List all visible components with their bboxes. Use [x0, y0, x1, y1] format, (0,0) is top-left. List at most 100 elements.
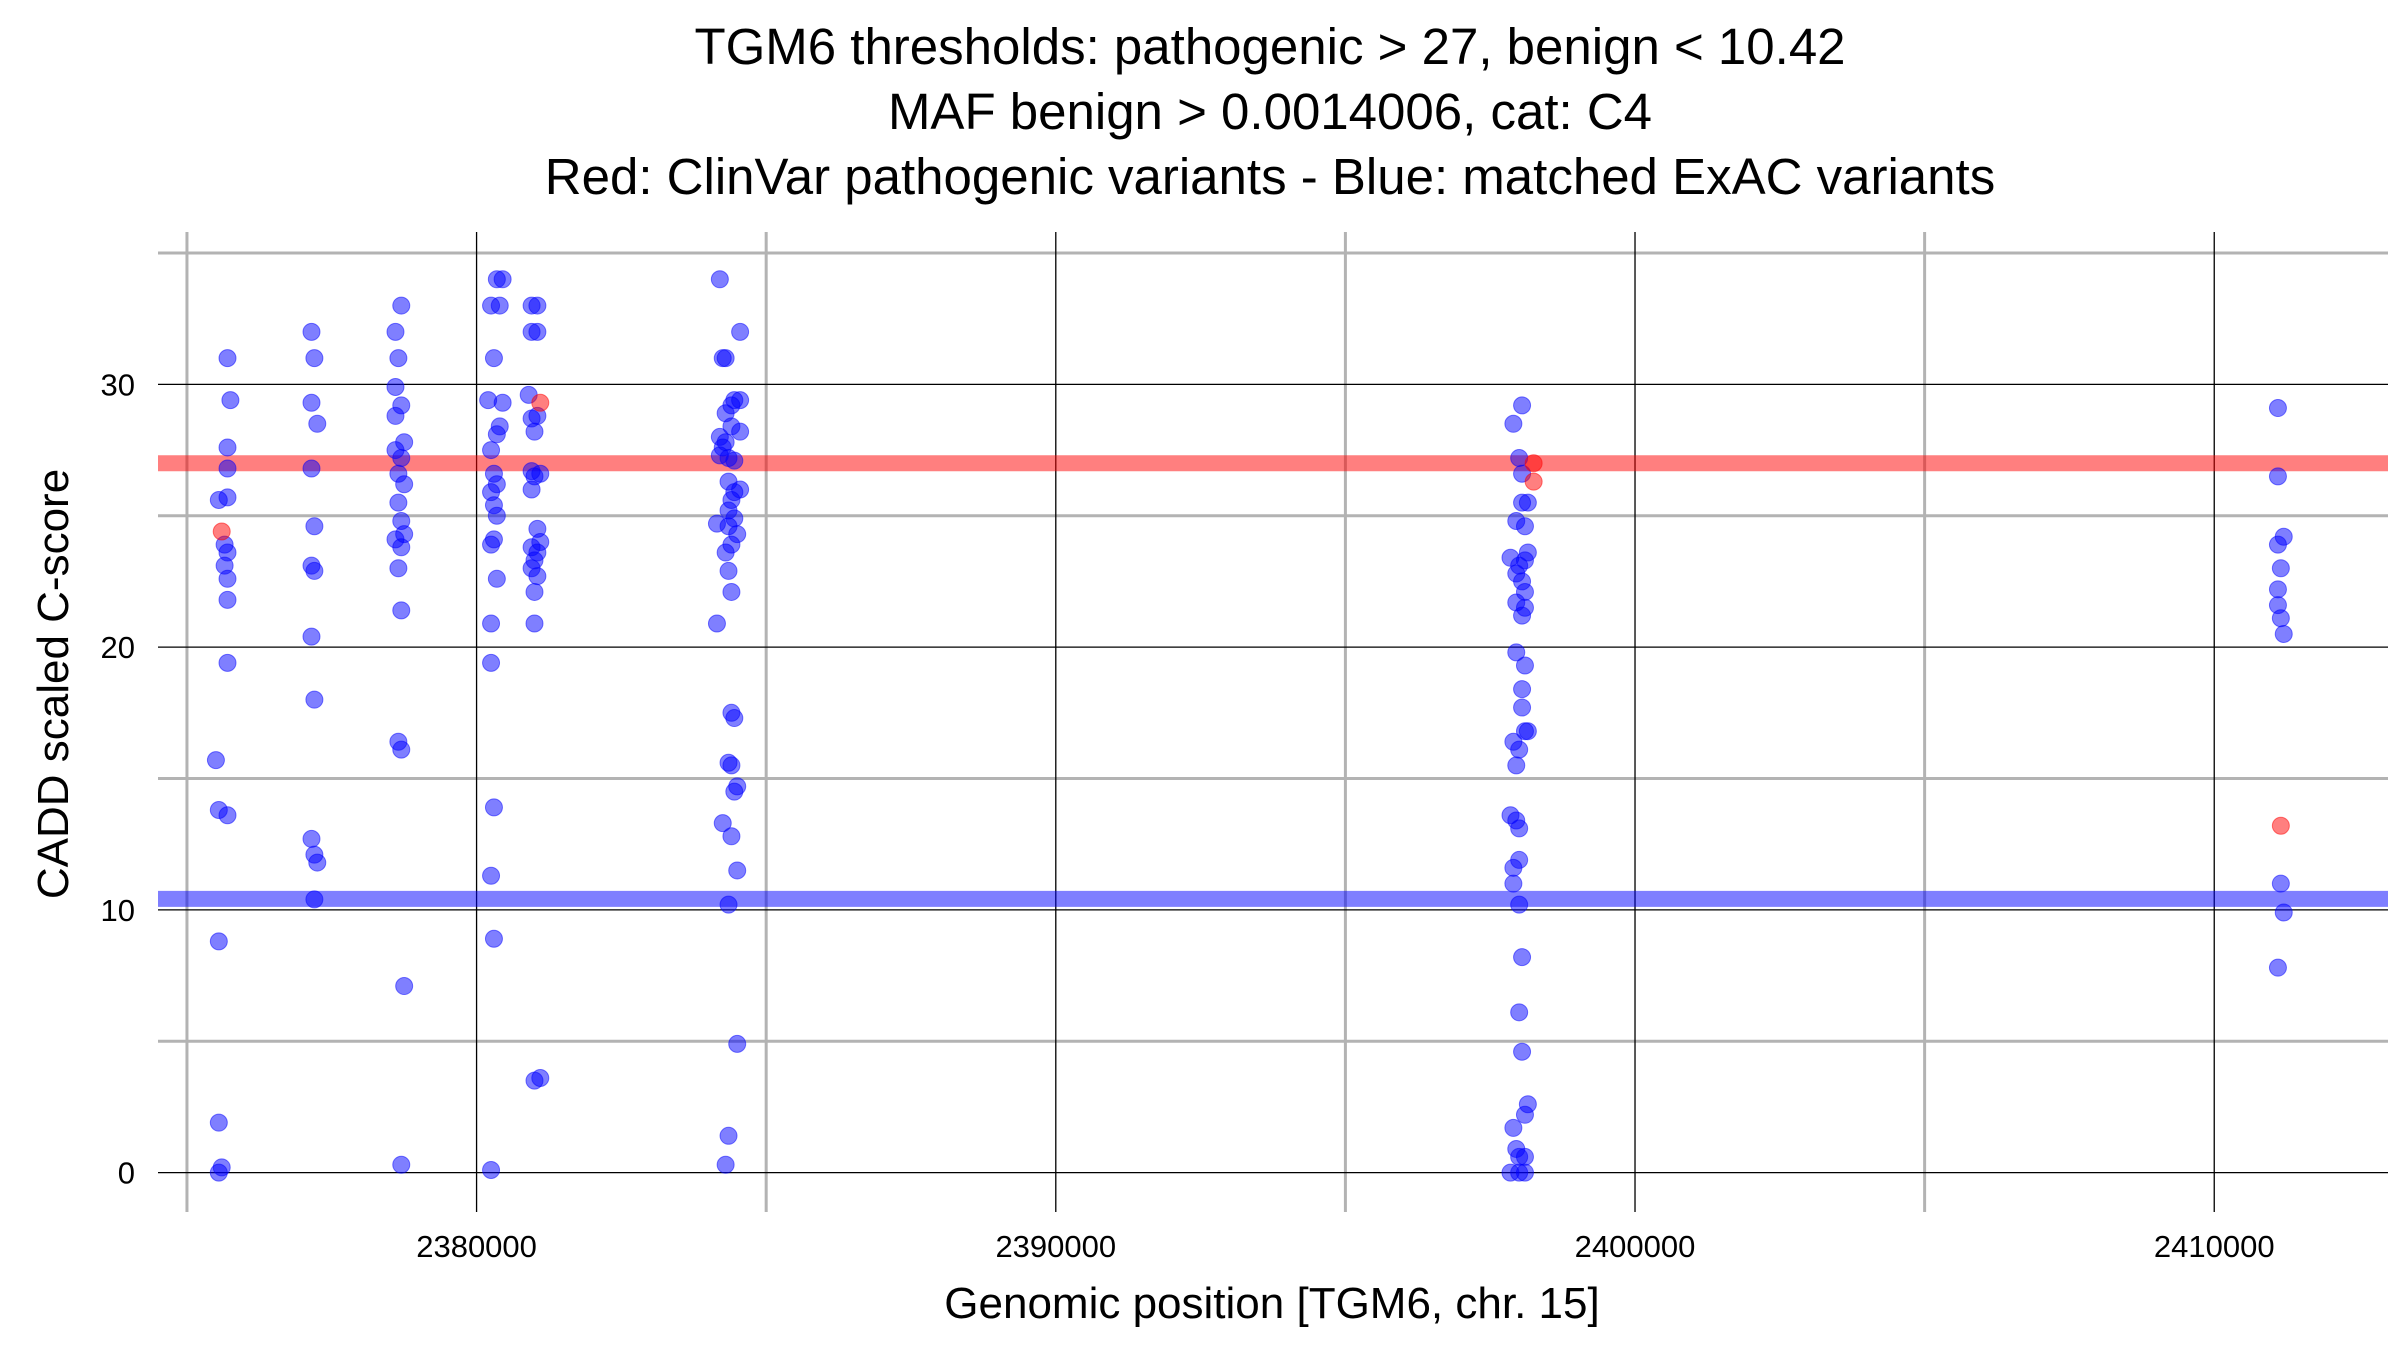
exac-variant-point	[218, 653, 237, 672]
exac-variant-point	[1507, 643, 1526, 662]
exac-variant-point	[2274, 624, 2293, 643]
exac-variant-point	[305, 690, 324, 709]
exac-variant-point	[1518, 493, 1537, 512]
exac-variant-point	[728, 1034, 747, 1053]
exac-variant-point	[490, 296, 509, 315]
minor-grid	[158, 232, 2388, 1212]
exac-variant-point	[716, 1155, 735, 1174]
exac-variant-point	[2268, 535, 2287, 554]
exac-variant-point	[392, 601, 411, 620]
exac-variant-point	[1510, 895, 1529, 914]
exac-variant-point	[1513, 948, 1532, 967]
exac-variant-point	[482, 866, 501, 885]
x-tick-label: 2390000	[995, 1229, 1116, 1264]
exac-variant-point	[218, 806, 237, 825]
pathogenic-variant-point	[2271, 816, 2290, 835]
exac-variant-point	[710, 270, 729, 289]
exac-variant-point	[722, 582, 741, 601]
exac-variant-point	[218, 459, 237, 478]
x-tick-label: 2400000	[1575, 1229, 1696, 1264]
exac-variant-point	[2268, 399, 2287, 418]
exac-variant-point	[722, 756, 741, 775]
exac-variant-point	[525, 422, 544, 441]
exac-variant-point	[482, 653, 501, 672]
exac-variant-point	[528, 296, 547, 315]
exac-variant-point	[221, 391, 240, 410]
exac-variant-point	[218, 569, 237, 588]
exac-variant-point	[1518, 722, 1537, 741]
chart-title: TGM6 thresholds: pathogenic > 27, benign…	[0, 14, 2400, 209]
exac-variant-point	[482, 614, 501, 633]
exac-variant-point	[389, 349, 408, 368]
exac-variant-point	[1507, 756, 1526, 775]
exac-variant-point	[1504, 414, 1523, 433]
exac-variant-point	[1515, 1105, 1534, 1124]
exac-variant-point	[722, 827, 741, 846]
x-tick-label: 2380000	[416, 1229, 537, 1264]
exac-variant-point	[531, 1069, 550, 1088]
exac-variant-point	[218, 488, 237, 507]
exac-variant-point	[209, 932, 228, 951]
exac-variant-point	[305, 517, 324, 536]
exac-variant-point	[302, 459, 321, 478]
exac-variant-point	[209, 1163, 228, 1182]
exac-variant-point	[716, 349, 735, 368]
exac-variant-point	[302, 627, 321, 646]
major-grid	[158, 232, 2388, 1212]
exac-variant-point	[386, 406, 405, 425]
pathogenic-variant-point	[1524, 454, 1543, 473]
exac-variant-point	[731, 422, 750, 441]
exac-variant-point	[386, 322, 405, 341]
exac-variant-point	[392, 538, 411, 557]
pathogenic-variant-point	[531, 393, 550, 412]
exac-variant-point	[395, 475, 414, 494]
exac-variant-point	[525, 614, 544, 633]
data-points	[206, 270, 2293, 1182]
y-axis-ticks: 0 10 20 30	[101, 367, 135, 1190]
exac-variant-point	[395, 977, 414, 996]
exac-variant-point	[386, 378, 405, 397]
exac-variant-point	[392, 296, 411, 315]
exac-variant-point	[484, 798, 503, 817]
exac-variant-point	[484, 349, 503, 368]
exac-variant-point	[1510, 819, 1529, 838]
exac-variant-point	[302, 393, 321, 412]
exac-variant-point	[305, 349, 324, 368]
exac-variant-point	[389, 493, 408, 512]
pathogenic-variant-point	[212, 522, 231, 541]
exac-variant-point	[1504, 1118, 1523, 1137]
exac-variant-point	[302, 829, 321, 848]
exac-variant-point	[482, 441, 501, 460]
exac-variant-point	[2268, 958, 2287, 977]
exac-variant-point	[1515, 551, 1534, 570]
exac-variant-point	[728, 861, 747, 880]
exac-variant-point	[2271, 874, 2290, 893]
x-axis-title: Genomic position [TGM6, chr. 15]	[944, 1279, 1599, 1328]
exac-variant-point	[1513, 606, 1532, 625]
exac-variant-point	[2268, 580, 2287, 599]
exac-variant-point	[218, 349, 237, 368]
exac-variant-point	[392, 1155, 411, 1174]
exac-variant-point	[1515, 1147, 1534, 1166]
title-line-2: MAF benign > 0.0014006, cat: C4	[887, 83, 1653, 140]
exac-variant-point	[493, 270, 512, 289]
exac-variant-point	[1510, 740, 1529, 759]
exac-variant-point	[528, 567, 547, 586]
pathogenic-variant-point	[1524, 472, 1543, 491]
exac-variant-point	[713, 814, 732, 833]
exac-variant-point	[522, 480, 541, 499]
exac-variant-point	[218, 590, 237, 609]
exac-variant-point	[487, 506, 506, 525]
y-axis-title: CADD scaled C-score	[29, 469, 78, 899]
threshold-lines	[158, 455, 2388, 907]
exac-variant-point	[302, 322, 321, 341]
exac-variant-point	[2268, 467, 2287, 486]
exac-variant-point	[1504, 874, 1523, 893]
exac-variant-point	[731, 322, 750, 341]
y-tick-label: 20	[101, 630, 135, 665]
exac-variant-point	[1515, 656, 1534, 675]
exac-variant-point	[482, 535, 501, 554]
exac-variant-point	[1513, 396, 1532, 415]
exac-variant-point	[2271, 609, 2290, 628]
